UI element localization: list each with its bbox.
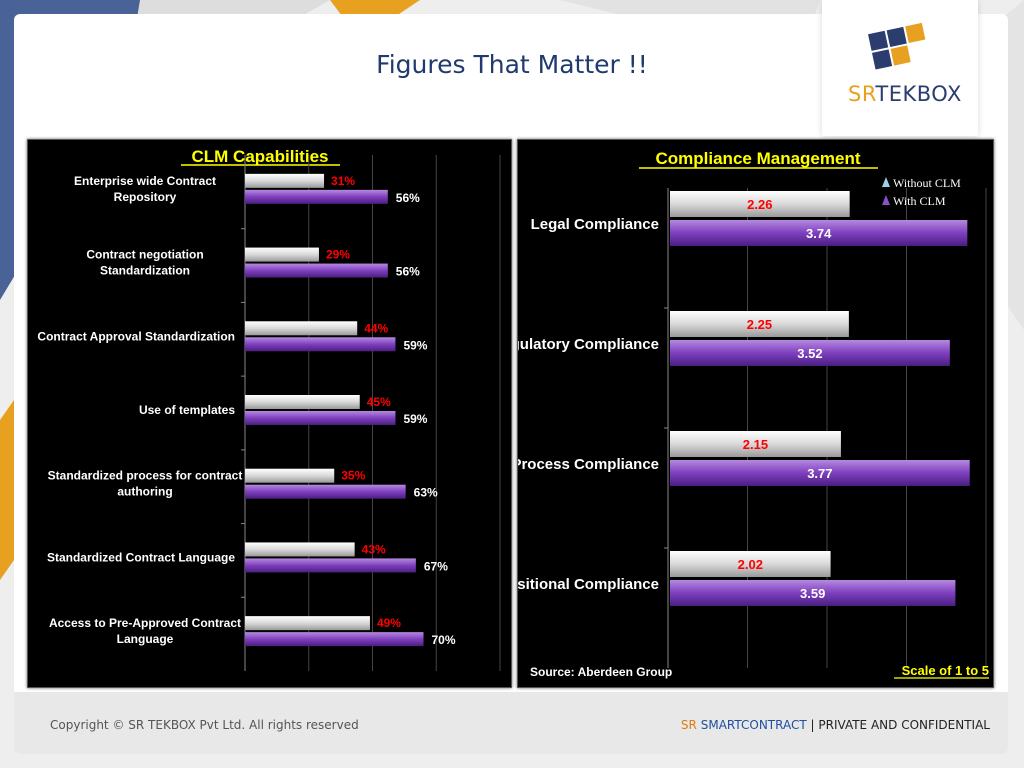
logo-panel (822, 0, 978, 136)
bar-without (245, 321, 358, 336)
bar-with (245, 337, 396, 352)
bar-with (245, 558, 416, 573)
bar-without-label: 2.25 (747, 317, 772, 332)
bar-with (245, 632, 424, 647)
bar-with-label: 59% (403, 338, 427, 352)
bar-without-label: 49% (377, 616, 401, 630)
bar-without-label: 31% (331, 174, 355, 188)
compliance-management-svg: Compliance Management Without CLM With CLM… (518, 149, 989, 679)
category-label: Standardized process for contract authori… (48, 469, 243, 499)
bar-with-label: 67% (424, 559, 448, 573)
category-label: Contract Approval Standardization (37, 329, 235, 343)
bar-without (670, 191, 850, 217)
bar-with-label: 3.77 (807, 466, 832, 481)
footer-brand-product: SMARTCONTRACT (700, 718, 807, 732)
bar-without-label: 35% (341, 469, 365, 483)
legend-marker (882, 195, 890, 205)
bar-with (245, 263, 388, 278)
bar-without (245, 616, 370, 631)
bar-with-label: 56% (396, 265, 420, 279)
category-label: Transitional Compliance (518, 576, 659, 593)
legend-label: Without CLM (893, 176, 961, 190)
bar-without (245, 468, 335, 483)
bar-without (245, 173, 325, 188)
legend-marker (882, 177, 890, 187)
bar-without-label: 29% (326, 248, 350, 262)
bar-with (670, 460, 970, 486)
bar-without (670, 311, 849, 337)
category-label: Regulatory Compliance (518, 336, 659, 353)
logo-wordmark: SRTEKBOX (848, 82, 962, 106)
bar-with-label: 3.52 (797, 346, 822, 361)
category-label: Contract negotiation Standardization (86, 248, 203, 278)
bar-with-label: 56% (396, 191, 420, 205)
bar-with-label: 3.59 (800, 586, 825, 601)
bar-with (245, 189, 388, 204)
bar-without-label: 43% (362, 542, 386, 556)
bar-with (670, 580, 956, 606)
bar-without (245, 395, 360, 409)
bar-without (670, 551, 831, 577)
category-label: Use of templates (139, 403, 235, 417)
scale-note: Scale of 1 to 5 (902, 663, 989, 678)
footer-separator: | (810, 718, 815, 732)
bar-with (245, 411, 396, 425)
category-label: Process Compliance (518, 456, 659, 473)
category-label: Enterprise wide Contract Repository (74, 174, 216, 204)
footer-confidential: PRIVATE AND CONFIDENTIAL (818, 718, 990, 732)
logo-mark-icon (868, 22, 926, 70)
chart-title: CLM Capabilities (192, 147, 329, 166)
logo-suffix: TEKBOX (875, 82, 962, 106)
source-note: Source: Aberdeen Group (530, 665, 672, 679)
bar-without-label: 2.26 (747, 197, 772, 212)
clm-capabilities-chart: CLM Capabilities Enterprise wide Contract… (27, 139, 512, 688)
bar-with (670, 220, 968, 246)
bar-with-label: 70% (432, 633, 456, 647)
legend-label: With CLM (893, 194, 946, 208)
footer-brand-sr: SR (680, 718, 697, 732)
bar-with-label: 59% (403, 412, 427, 426)
bar-without-label: 2.02 (738, 557, 763, 572)
footer-brand: SR SMARTCONTRACT | PRIVATE AND CONFIDENT… (681, 718, 990, 732)
bar-with-label: 63% (414, 486, 438, 500)
bar-without-label: 45% (367, 395, 391, 409)
bar-with-label: 3.74 (806, 226, 832, 241)
bar-without-label: 2.15 (743, 437, 768, 452)
bar-with (245, 484, 406, 499)
bar-without (670, 431, 841, 457)
clm-capabilities-svg: CLM Capabilities Enterprise wide Contract… (37, 147, 501, 671)
page-title: Figures That Matter !! (376, 50, 648, 79)
category-label: Access to Pre-Approved Contract Language (49, 616, 241, 646)
category-label: Legal Compliance (531, 216, 659, 233)
chart-title: Compliance Management (656, 149, 861, 168)
bar-with (670, 340, 950, 366)
bar-without-label: 44% (364, 321, 388, 335)
footer-band (14, 692, 1008, 754)
category-label: Standardized Contract Language (47, 550, 235, 564)
footer-copyright: Copyright © SR TEKBOX Pvt Ltd. All right… (50, 718, 359, 732)
bar-without (245, 542, 355, 557)
logo-prefix: SR (848, 82, 876, 106)
bar-without (245, 247, 319, 262)
compliance-management-chart: Compliance Management Without CLM With CLM… (517, 139, 994, 688)
